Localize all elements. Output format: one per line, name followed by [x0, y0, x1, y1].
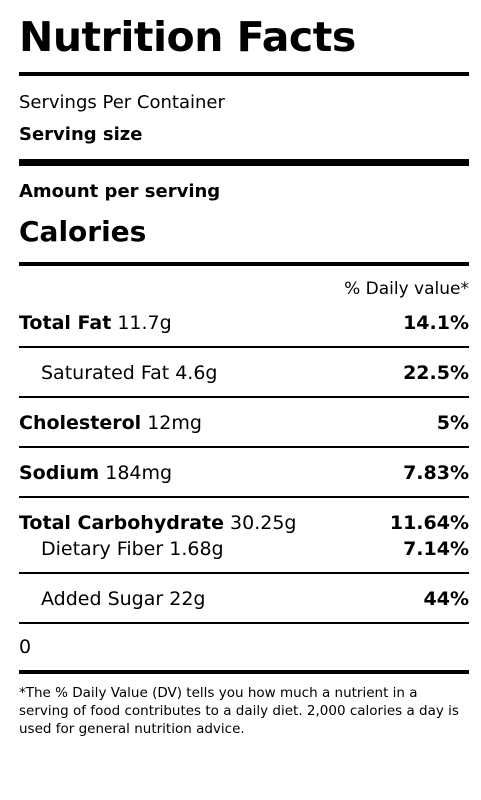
nutrient-name: Cholesterol: [19, 412, 142, 434]
nutrient-amount: 4.6g: [175, 362, 218, 384]
divider-thin: [19, 622, 469, 624]
nutrient-name: Saturated Fat: [41, 362, 170, 384]
nutrient-amount: 22g: [169, 588, 206, 610]
nutrient-row-total-fat: Total Fat 11.7g 14.1%: [19, 300, 469, 346]
nutrient-name: Dietary Fiber: [41, 538, 164, 560]
nutrient-row-saturated-fat: Saturated Fat 4.6g 22.5%: [19, 348, 469, 396]
nutrient-row-added-sugar: Added Sugar 22g 44%: [19, 574, 469, 622]
nutrient-name: Added Sugar: [41, 588, 164, 610]
extra-value: 0: [19, 636, 32, 658]
divider-thin: [19, 496, 469, 498]
serving-size: Serving size: [19, 124, 143, 145]
calories-label: Calories: [19, 215, 147, 248]
nutrient-name-wrap: Added Sugar 22g: [41, 586, 206, 612]
nutrient-amount: 12mg: [147, 412, 202, 434]
divider-thin: [19, 346, 469, 348]
nutrient-name: Total Carbohydrate: [19, 512, 224, 534]
nutrient-row-cholesterol: Cholesterol 12mg 5%: [19, 398, 469, 446]
nutrient-name-wrap: Sodium 184mg: [19, 460, 172, 486]
nutrient-row-total-carbohydrate: Total Carbohydrate 30.25g 11.64% Dietary…: [19, 498, 469, 572]
nutrition-facts-label: Nutrition Facts Servings Per Container S…: [19, 12, 469, 738]
nutrient-daily-value: 7.14%: [403, 538, 469, 560]
amount-per-serving: Amount per serving: [19, 181, 221, 202]
daily-value-footnote: *The % Daily Value (DV) tells you how mu…: [19, 685, 459, 737]
nutrient-name-wrap: Dietary Fiber 1.68g: [41, 536, 224, 562]
nutrient-daily-value: 5%: [436, 412, 469, 434]
nutrient-daily-value: 11.64%: [389, 512, 469, 534]
nutrient-daily-value: 22.5%: [403, 362, 469, 384]
divider-medium: [19, 262, 469, 266]
nutrient-name-wrap: Cholesterol 12mg: [19, 410, 202, 436]
nutrient-amount: 30.25g: [230, 512, 297, 534]
nutrient-row-dietary-fiber: Dietary Fiber 1.68g 7.14%: [19, 536, 469, 562]
divider-thin: [19, 572, 469, 574]
nutrient-name-wrap: Total Carbohydrate 30.25g: [19, 510, 297, 536]
nutrient-daily-value: 14.1%: [403, 312, 469, 334]
nutrient-name-wrap: Saturated Fat 4.6g: [41, 360, 218, 386]
nutrient-name-wrap: Total Fat 11.7g: [19, 310, 172, 336]
nutrient-row-sodium: Sodium 184mg 7.83%: [19, 448, 469, 496]
divider-medium: [19, 72, 469, 76]
label-title: Nutrition Facts: [19, 13, 356, 61]
divider-thin: [19, 396, 469, 398]
servings-per-container: Servings Per Container: [19, 92, 225, 113]
nutrient-amount: 11.7g: [117, 312, 172, 334]
divider-thick: [19, 159, 469, 166]
nutrient-daily-value: 7.83%: [403, 462, 469, 484]
nutrient-name: Sodium: [19, 462, 100, 484]
daily-value-header: % Daily value*: [344, 279, 469, 299]
divider-thin: [19, 446, 469, 448]
nutrient-amount: 1.68g: [169, 538, 224, 560]
nutrient-daily-value: 44%: [423, 588, 469, 610]
nutrient-amount: 184mg: [105, 462, 173, 484]
nutrient-name: Total Fat: [19, 312, 112, 334]
divider-medium: [19, 670, 469, 674]
